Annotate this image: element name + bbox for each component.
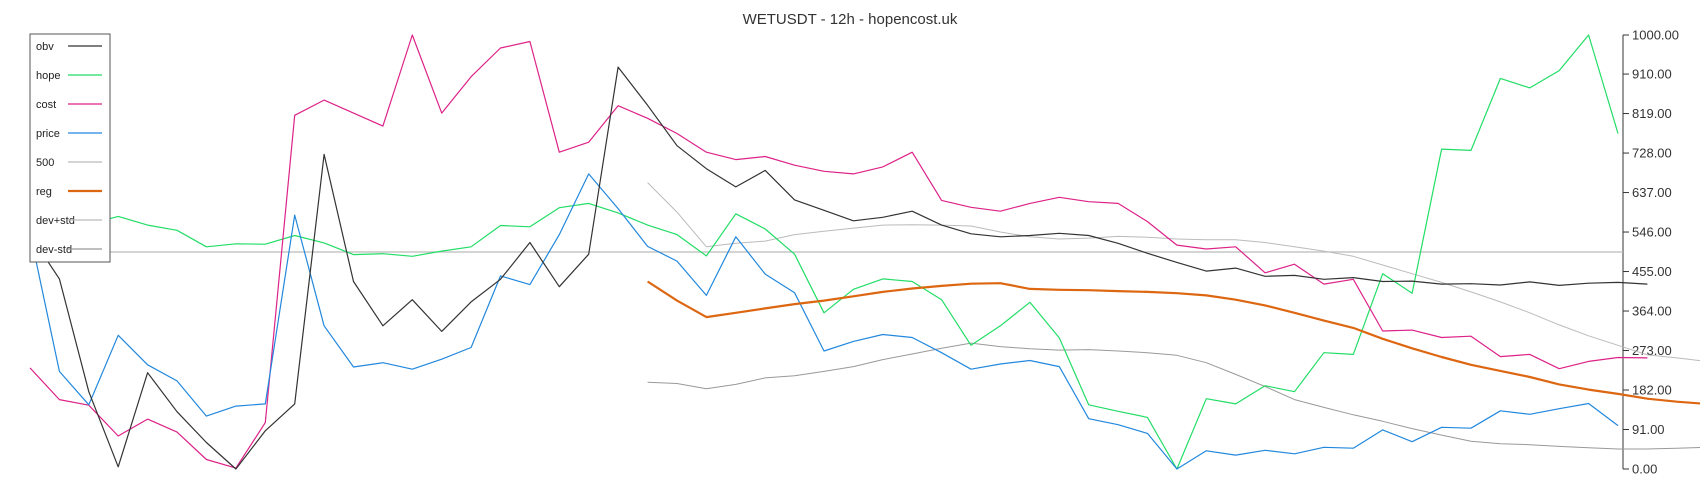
legend: obv hope cost price 500 reg dev+std dev-std [29,33,111,263]
legend-box [29,33,111,263]
y-tick-label: 1000.00 [1632,28,1679,43]
y-tick-label: 91.00 [1632,422,1665,437]
legend-label: dev-std [36,244,72,256]
y-tick-label: 728.00 [1632,146,1672,161]
legend-label: hope [36,70,60,82]
legend-label: reg [36,186,52,198]
chart-title: WETUSDT - 12h - hopencost.uk [743,11,958,28]
series-line-500 [647,182,1700,362]
y-tick-label: 819.00 [1632,106,1672,121]
y-tick-label: 0.00 [1632,462,1657,477]
y-tick-label: 455.00 [1632,264,1672,279]
series-line-hope [29,34,1619,470]
legend-label: 500 [36,157,54,169]
series-line-obv [29,66,1648,470]
y-tick-label: 546.00 [1632,225,1672,240]
series-group [29,34,1700,470]
legend-label: dev+std [36,215,75,227]
y-tick-label: 182.00 [1632,383,1672,398]
y-tick-label: 273.00 [1632,343,1672,358]
series-line-reg [647,280,1700,405]
legend-label: cost [36,99,56,111]
y-tick-label: 364.00 [1632,304,1672,319]
series-line-cost [29,34,1648,469]
y-axis: 1000.00 910.00 819.00 728.00 637.00 546.00 455… [1622,28,1679,477]
legend-label: obv [36,41,54,53]
y-tick-label: 637.00 [1632,185,1672,200]
y-tick-label: 910.00 [1632,67,1672,82]
legend-label: price [36,128,60,140]
series-line-price [29,173,1619,470]
series-line-dev-std [647,342,1700,450]
